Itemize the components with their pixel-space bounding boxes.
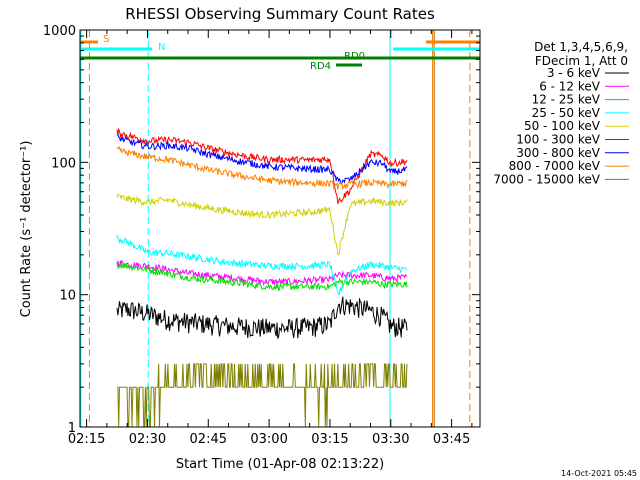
legend-entry-label: 6 - 12 keV	[539, 79, 601, 93]
series-line-1	[116, 259, 408, 287]
series-line-5	[116, 127, 408, 204]
flag-markers: S N RD0 RD4	[80, 30, 480, 427]
plot-frame	[79, 29, 481, 428]
legend-entry-label: 300 - 800 keV	[516, 146, 600, 160]
y-tick-label: 1000	[43, 24, 76, 39]
legend-entry-label: 12 - 25 keV	[532, 93, 601, 107]
series-line-4	[116, 192, 408, 256]
x-tick-label: 02:45	[190, 432, 227, 447]
x-axis: 02:15 02:30 02:45 03:00 03:15 03:30 03:45	[68, 30, 473, 447]
y-axis: 1 10 100 1000	[43, 24, 480, 436]
legend-header: Det 1,3,4,5,6,9,	[534, 40, 628, 54]
series-line-2	[116, 261, 408, 291]
flag-label-s: S	[103, 34, 109, 45]
y-tick-label: 1	[68, 421, 76, 436]
x-tick-label: 03:00	[250, 432, 287, 447]
x-tick-label: 03:15	[311, 432, 348, 447]
legend-entry-label: 7000 - 15000 keV	[493, 172, 600, 186]
series-lines	[116, 127, 408, 427]
legend-entry-label: 25 - 50 keV	[532, 106, 601, 120]
timestamp: 14-Oct-2021 05:45	[561, 469, 637, 478]
legend-entry-label: 100 - 300 keV	[516, 133, 600, 147]
x-tick-label: 02:30	[129, 432, 166, 447]
series-line-7	[116, 145, 408, 191]
series-line-0	[116, 296, 408, 339]
x-axis-label: Start Time (01-Apr-08 02:13:22)	[176, 457, 384, 472]
chart-title: RHESSI Observing Summary Count Rates	[125, 5, 435, 23]
x-tick-label: 03:30	[372, 432, 409, 447]
legend-entry-label: 3 - 6 keV	[547, 66, 601, 80]
legend: Det 1,3,4,5,6,9,FDecim 1, Att 03 - 6 keV…	[493, 40, 629, 186]
legend-header: FDecim 1, Att 0	[535, 54, 628, 68]
x-tick-label: 02:15	[68, 432, 105, 447]
x-tick-label: 03:45	[433, 432, 470, 447]
series-line-6	[116, 133, 408, 185]
flag-label-rd0: RD0	[344, 51, 365, 62]
flag-label-rd4: RD4	[310, 61, 331, 72]
legend-entry-label: 800 - 7000 keV	[509, 159, 601, 173]
y-tick-label: 10	[59, 289, 76, 304]
series-line-3	[116, 234, 408, 296]
legend-entry-label: 50 - 100 keV	[524, 119, 601, 133]
y-axis-label: Count Rate (s⁻¹ detector⁻¹)	[19, 141, 34, 318]
series-line-8	[117, 363, 408, 427]
flag-label-n: N	[158, 42, 165, 53]
y-tick-label: 100	[51, 156, 76, 171]
